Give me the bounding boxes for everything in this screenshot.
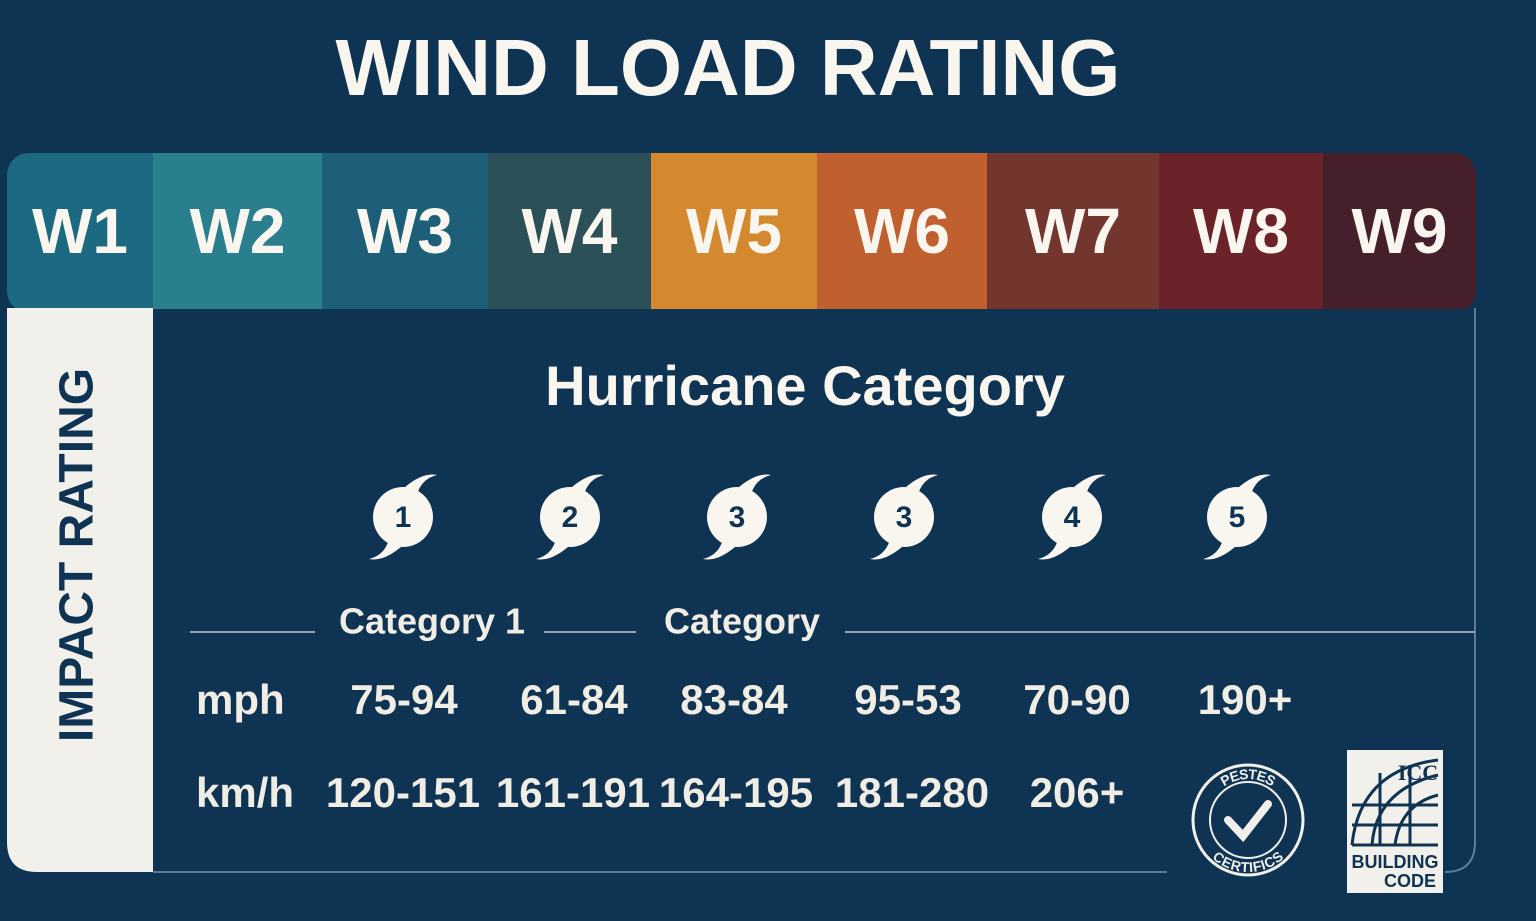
title: WIND LOAD RATING <box>335 23 1120 112</box>
hurricane-number: 4 <box>1064 501 1081 534</box>
hurricane-icon: 3 <box>703 474 771 560</box>
category-label: Category 1 <box>339 601 525 642</box>
panel-border <box>153 308 1476 873</box>
hurricane-eye <box>373 487 433 547</box>
rating-label: W9 <box>1352 195 1448 267</box>
seal: PESTES CERTIFICS <box>1191 763 1305 877</box>
rating-label: W1 <box>32 195 128 267</box>
icc-code: CODE <box>1384 871 1436 891</box>
hurricane-eye <box>707 487 767 547</box>
seal-ring <box>1191 763 1305 877</box>
row-value: 83-84 <box>680 676 788 723</box>
hurricane-number: 3 <box>896 501 913 534</box>
rating-label: W6 <box>854 195 950 267</box>
rating-cell <box>651 153 817 309</box>
rating-cell <box>153 153 322 309</box>
rating-cell <box>322 153 488 309</box>
seal-text: PESTES <box>1217 766 1278 789</box>
row-value: 164-195 <box>659 769 813 816</box>
hurricane-icon: 3 <box>870 474 938 560</box>
seal-check <box>1224 800 1272 843</box>
rating-cell <box>488 153 651 309</box>
rating-label: W5 <box>686 195 782 267</box>
row-label: mph <box>196 676 285 723</box>
row-value: 181-280 <box>835 769 989 816</box>
hurricane-icon: 1 <box>369 474 437 560</box>
rating-cell <box>987 153 1159 309</box>
rating-label: W7 <box>1025 195 1121 267</box>
rating-label: W2 <box>190 195 286 267</box>
side-label: IMPACT RATING <box>51 368 104 742</box>
row-label: km/h <box>196 769 294 816</box>
rating-cell <box>7 153 153 309</box>
hurricane-number: 5 <box>1229 501 1246 534</box>
hurricane-eye <box>1207 487 1267 547</box>
hurricane-number: 2 <box>562 501 579 534</box>
row-value: 70-90 <box>1023 676 1130 723</box>
row-value: 190+ <box>1198 676 1293 723</box>
hurricane-number: 3 <box>729 501 746 534</box>
hurricane-eye <box>874 487 934 547</box>
rating-cell <box>1323 153 1476 309</box>
hurricane-number: 1 <box>395 501 412 534</box>
rating-bar: W1 W2 W3 W4 W5 W6 W7 W8 W9 <box>7 153 1476 309</box>
seal-inner <box>1209 781 1287 859</box>
hurricane-icon: 2 <box>536 474 604 560</box>
row-value: 206+ <box>1030 769 1125 816</box>
rating-cell <box>817 153 987 309</box>
icc-text: ICC <box>1398 760 1438 785</box>
rating-cell <box>1159 153 1323 309</box>
icc-globe <box>1350 758 1439 847</box>
hurricane-eye <box>540 487 600 547</box>
hurricane-icon: 5 <box>1203 474 1271 560</box>
row-value: 120-151 <box>326 769 480 816</box>
hurricane-icon: 4 <box>1038 474 1106 560</box>
category-label: Category <box>664 601 820 642</box>
hurricane-eye <box>1042 487 1102 547</box>
section-title: Hurricane Category <box>545 354 1065 417</box>
icc-code: BUILDING <box>1352 852 1439 872</box>
side-panel <box>7 308 153 872</box>
rating-label: W3 <box>357 195 453 267</box>
seal-top: PESTES <box>1217 766 1278 789</box>
rating-label: W4 <box>522 195 618 267</box>
row-value: 61-84 <box>520 676 628 723</box>
row-value: 75-94 <box>350 676 458 723</box>
rating-label: W8 <box>1193 195 1289 267</box>
row-value: 161-191 <box>496 769 650 816</box>
row-value: 95-53 <box>854 676 961 723</box>
icc-badge: ICC BUILDING CODE <box>1347 750 1443 893</box>
